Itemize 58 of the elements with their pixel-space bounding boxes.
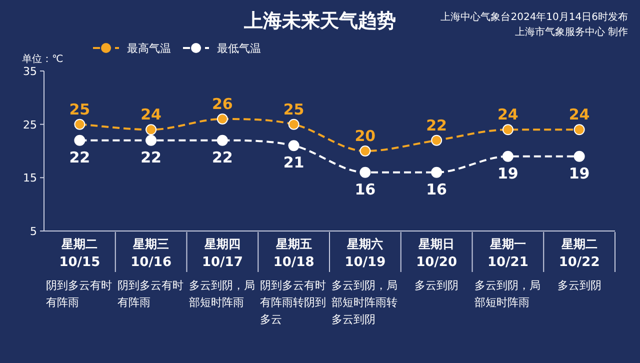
data-label: 16: [354, 180, 376, 198]
point: [74, 118, 86, 130]
text: 阴到多云有时有阵雨转阴到多云: [260, 279, 326, 326]
data-label: 25: [283, 100, 304, 118]
data-label: 19: [568, 164, 590, 182]
x-tick-label: 星期日 10/20: [416, 237, 458, 270]
text: 多云到阴，局部短时阵雨转多云到阴: [332, 279, 398, 326]
x-tick-label: 星期二 10/15: [59, 237, 100, 270]
data-label: 24: [140, 106, 162, 124]
data-label: 22: [212, 148, 233, 166]
point: [502, 150, 514, 162]
data-label: 16: [426, 180, 447, 198]
point: [288, 140, 300, 152]
point: [574, 150, 585, 162]
text: 上海中心气象台2024年10月14日6时发布: [440, 11, 628, 23]
title: 上海未来天气趋势: [244, 10, 396, 32]
point: [146, 134, 157, 146]
data-label: 22: [140, 148, 162, 166]
legend-label: 最低气温: [217, 42, 261, 55]
x-tick-label: 星期三 10/16: [130, 237, 172, 270]
legend-label: 最高气温: [127, 42, 171, 55]
point: [216, 114, 228, 124]
data-label: 19: [498, 164, 518, 182]
data-label: 24: [568, 106, 590, 124]
y-tick-label: 35: [23, 65, 37, 78]
text: 多云到阴: [557, 279, 602, 292]
data-label: 22: [426, 116, 447, 134]
point: [216, 134, 228, 146]
point: [502, 124, 514, 136]
x-tick-label: 星期五 10/18: [273, 237, 314, 270]
data-label: 25: [69, 100, 90, 118]
text: 多云到阴，局部短时阵雨: [474, 279, 540, 309]
text: 上海市气象服务中心 制作: [514, 26, 628, 38]
point: [431, 134, 442, 146]
x-tick-label: 星期六 10/19: [344, 237, 386, 270]
x-tick-label: 星期四 10/17: [202, 237, 243, 270]
point: [360, 146, 371, 156]
point: [431, 166, 442, 178]
y-axis-title: 单位：℃: [22, 53, 64, 65]
point: [288, 118, 300, 130]
data-label: 22: [69, 148, 90, 166]
data-label: 20: [354, 127, 376, 145]
y-tick-label: 15: [23, 172, 37, 185]
point: [574, 124, 585, 136]
text: 多云到阴，局部短时阵雨: [188, 279, 255, 309]
text: 多云到阴: [414, 279, 459, 292]
text: 阴到多云有时有阵雨: [46, 279, 112, 309]
point: [74, 134, 86, 146]
x-tick-label: 星期一 10/21: [487, 237, 528, 270]
y-tick-label: 25: [23, 118, 37, 132]
text: 阴到多云有时有阵雨: [117, 279, 184, 309]
y-tick-label: 5: [30, 225, 37, 238]
data-label: 26: [212, 95, 233, 113]
point: [146, 124, 157, 136]
data-label: 24: [498, 106, 518, 124]
point: [360, 166, 371, 178]
data-label: 21: [283, 154, 304, 172]
x-tick-label: 星期二 10/22: [558, 237, 600, 270]
